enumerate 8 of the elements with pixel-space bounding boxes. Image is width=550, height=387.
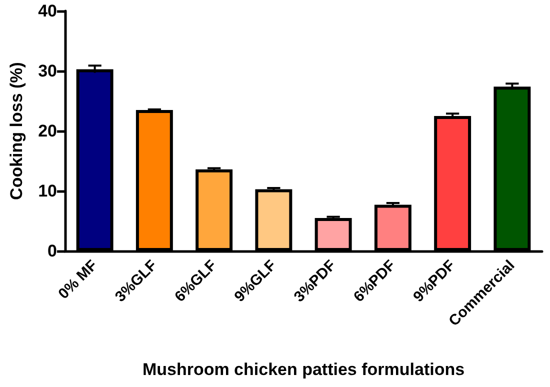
- y-tick-label: 0: [48, 242, 57, 260]
- y-tick-label: 30: [38, 62, 57, 80]
- y-tick-label: 10: [38, 182, 57, 200]
- y-tick-label: 40: [38, 2, 57, 20]
- x-tick-label: 0% MF: [55, 256, 101, 303]
- x-axis-title: Mushroom chicken patties formulations: [142, 360, 465, 379]
- y-tick-label: 20: [38, 122, 57, 140]
- y-axis-title: Cooking loss (%): [7, 62, 26, 200]
